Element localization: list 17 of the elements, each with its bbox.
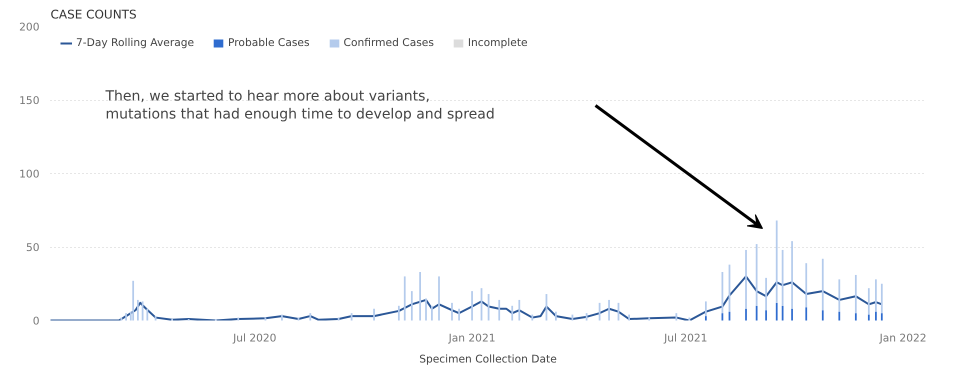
y-tick-label: 150 xyxy=(19,94,40,107)
y-tick-label: 0 xyxy=(32,314,40,328)
annotation: Then, we started to hear more about variants, mutations that had enough time to develop and spread xyxy=(104,88,495,122)
legend-label: 7-Day Rolling Average xyxy=(76,36,194,49)
x-axis-title: Specimen Collection Date xyxy=(419,352,557,366)
legend-label: Probable Cases xyxy=(228,36,310,49)
y-tick-label: 200 xyxy=(19,20,40,34)
line-series xyxy=(50,275,883,320)
x-tick-label: Jul 2020 xyxy=(232,332,277,344)
chart-title: CASE COUNTS xyxy=(50,8,137,22)
x-tick-label: Jan 2021 xyxy=(448,332,496,344)
x-tick-label: Jul 2021 xyxy=(663,332,708,344)
legend-label: Confirmed Cases xyxy=(344,36,434,49)
y-tick-label: 100 xyxy=(19,168,40,180)
legend-label: Incomplete xyxy=(468,36,528,49)
y-tick-label: 50 xyxy=(26,241,40,254)
x-tick-label: Jan 2022 xyxy=(878,332,927,344)
